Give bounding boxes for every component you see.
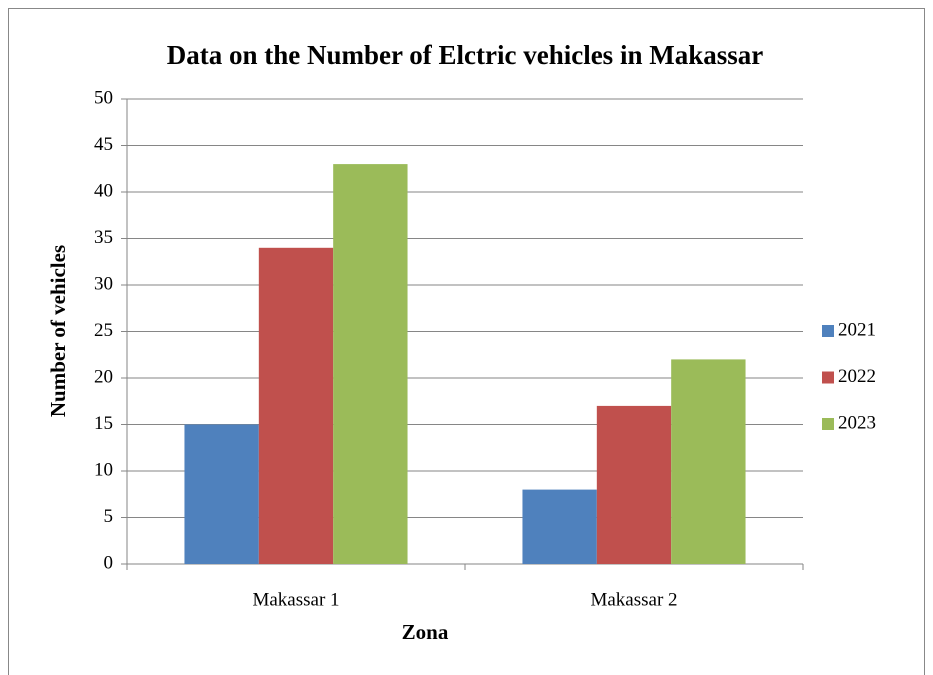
y-tick-label: 35 [94,227,113,248]
legend-label: 2021 [838,319,876,340]
y-tick-label: 15 [94,413,113,434]
legend-swatch [822,325,834,337]
bar [671,359,746,564]
y-tick-label: 25 [94,320,113,341]
x-tick-label: Makassar 2 [590,589,677,610]
x-tick-label: Makassar 1 [252,589,339,610]
y-tick-label: 50 [94,87,113,108]
legend-swatch [822,371,834,384]
legend-swatch [822,418,834,430]
bar [596,405,672,564]
chart-border [8,8,925,675]
y-tick-label: 5 [104,506,114,527]
y-tick-label: 10 [94,459,113,480]
y-tick-label: 45 [94,134,113,155]
y-tick-label: 0 [104,552,114,573]
x-axis-title: Zona [402,620,449,644]
legend-label: 2023 [838,412,876,433]
chart-title: Data on the Number of Elctric vehicles i… [167,40,763,70]
y-tick-label: 40 [94,180,113,201]
bar [333,164,408,564]
y-tick-label: 30 [94,273,113,294]
y-axis-title: Number of vehicles [46,245,70,417]
bar [258,247,334,565]
legend-label: 2022 [838,366,876,387]
bar [184,424,259,564]
bar [522,489,597,564]
y-tick-label: 20 [94,366,113,387]
